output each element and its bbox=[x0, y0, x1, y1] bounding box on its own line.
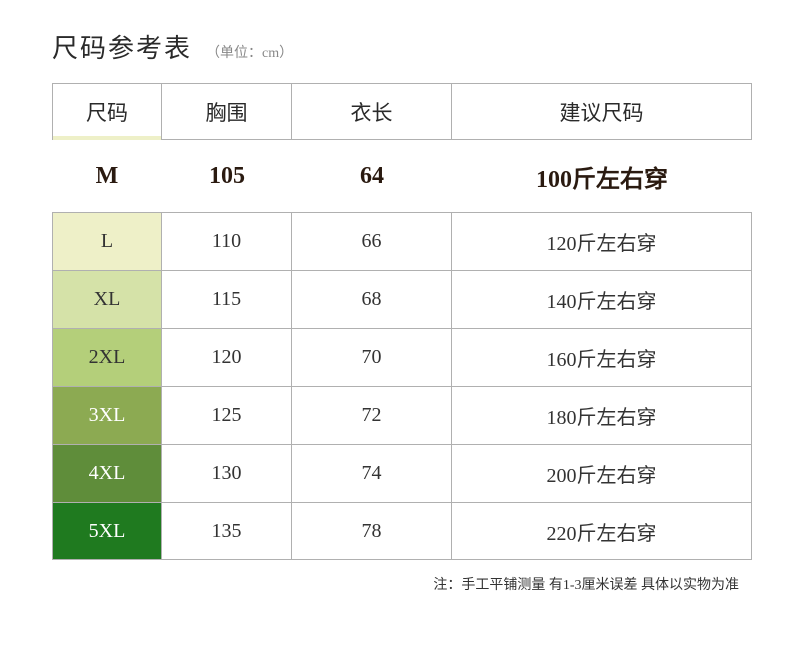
size-chart-container: 尺码参考表 （单位：cm） 尺码 胸围 衣长 建议尺码 M 105 64 100… bbox=[0, 0, 787, 594]
table-row: L11066120斤左右穿 bbox=[52, 212, 752, 270]
cell-size: 5XL bbox=[52, 503, 162, 559]
cell-length: 70 bbox=[292, 329, 452, 386]
footnote: 注：手工平铺测量 有1-3厘米误差 具体以实物为准 bbox=[52, 574, 757, 594]
cell-chest: 135 bbox=[162, 503, 292, 559]
table-row: 5XL13578220斤左右穿 bbox=[52, 502, 752, 560]
header-chest: 胸围 bbox=[162, 84, 292, 139]
cell-length: 78 bbox=[292, 503, 452, 559]
cell-suggest: 180斤左右穿 bbox=[452, 387, 752, 444]
cell-suggest: 220斤左右穿 bbox=[452, 503, 752, 559]
title-row: 尺码参考表 （单位：cm） bbox=[52, 28, 757, 65]
cell-size: 3XL bbox=[52, 387, 162, 444]
highlight-row: M 105 64 100斤左右穿 bbox=[52, 140, 752, 212]
cell-suggest: 140斤左右穿 bbox=[452, 271, 752, 328]
header-length: 衣长 bbox=[292, 84, 452, 139]
highlight-length: 64 bbox=[292, 163, 452, 190]
cell-size: 2XL bbox=[52, 329, 162, 386]
cell-size: XL bbox=[52, 271, 162, 328]
cell-chest: 120 bbox=[162, 329, 292, 386]
cell-chest: 130 bbox=[162, 445, 292, 502]
cell-chest: 115 bbox=[162, 271, 292, 328]
table-row: 2XL12070160斤左右穿 bbox=[52, 328, 752, 386]
cell-length: 74 bbox=[292, 445, 452, 502]
cell-chest: 125 bbox=[162, 387, 292, 444]
highlight-suggest: 100斤左右穿 bbox=[452, 159, 752, 194]
table-body: L11066120斤左右穿XL11568140斤左右穿2XL12070160斤左… bbox=[52, 212, 752, 560]
cell-length: 68 bbox=[292, 271, 452, 328]
table-row: XL11568140斤左右穿 bbox=[52, 270, 752, 328]
highlight-chest: 105 bbox=[162, 163, 292, 190]
header-suggest: 建议尺码 bbox=[452, 84, 752, 139]
cell-suggest: 120斤左右穿 bbox=[452, 213, 752, 270]
table-row: 4XL13074200斤左右穿 bbox=[52, 444, 752, 502]
unit-label: （单位：cm） bbox=[206, 42, 293, 62]
cell-suggest: 160斤左右穿 bbox=[452, 329, 752, 386]
table-header-row: 尺码 胸围 衣长 建议尺码 bbox=[52, 84, 752, 140]
header-size: 尺码 bbox=[52, 84, 162, 139]
cell-length: 72 bbox=[292, 387, 452, 444]
cell-size: L bbox=[52, 213, 162, 270]
cell-suggest: 200斤左右穿 bbox=[452, 445, 752, 502]
cell-chest: 110 bbox=[162, 213, 292, 270]
cell-length: 66 bbox=[292, 213, 452, 270]
chart-title: 尺码参考表 bbox=[52, 28, 192, 65]
table-row: 3XL12572180斤左右穿 bbox=[52, 386, 752, 444]
highlight-size: M bbox=[52, 163, 162, 190]
size-table: 尺码 胸围 衣长 建议尺码 M 105 64 100斤左右穿 L11066120… bbox=[52, 83, 752, 560]
cell-size: 4XL bbox=[52, 445, 162, 502]
